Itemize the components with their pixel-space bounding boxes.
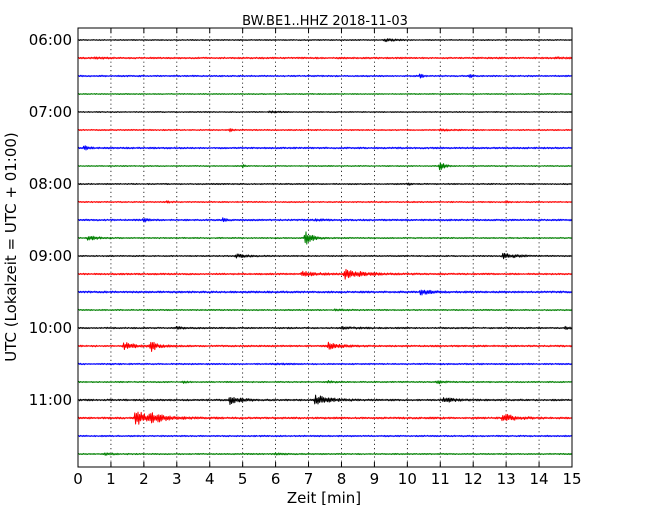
x-tick-label: 3: [172, 470, 182, 488]
y-tick-label: 06:00: [29, 31, 72, 49]
trace-1145: [77, 452, 573, 456]
trace-0830: [77, 217, 573, 223]
trace-1000: [77, 325, 573, 331]
trace-0730: [77, 145, 572, 151]
trace-1045: [77, 380, 572, 385]
trace-1015: [77, 341, 573, 352]
trace-1130: [77, 434, 572, 438]
y-tick-label: 08:00: [29, 175, 72, 193]
trace-0930: [77, 289, 573, 296]
trace-0630: [77, 73, 572, 79]
trace-layer: [77, 38, 573, 456]
trace-1030: [77, 362, 573, 366]
x-tick-label: 12: [464, 470, 483, 488]
chart-title: BW.BE1..HHZ 2018-11-03: [242, 14, 408, 29]
trace-1100: [77, 394, 572, 406]
y-tick-label: 09:00: [29, 247, 72, 265]
x-tick-label: 15: [562, 470, 581, 488]
trace-0600: [77, 38, 572, 43]
x-tick-label: 10: [398, 470, 417, 488]
x-tick-label: 8: [337, 470, 347, 488]
trace-0615: [77, 56, 573, 60]
trace-0915: [77, 268, 573, 280]
trace-0700: [77, 110, 572, 114]
x-tick-label: 14: [530, 470, 549, 488]
x-tick-label: 0: [73, 470, 83, 488]
y-axis-label: UTC (Lokalzeit = UTC + 01:00): [2, 132, 20, 362]
trace-0800: [77, 182, 572, 186]
x-axis-label: Zeit [min]: [287, 489, 361, 507]
grid-layer: [110, 28, 540, 467]
x-tick-label: 13: [497, 470, 516, 488]
x-tick-label: 9: [370, 470, 380, 488]
x-tick-label: 2: [139, 470, 149, 488]
x-tick-label: 4: [205, 470, 215, 488]
trace-0945: [77, 308, 572, 312]
x-tick-label: 6: [271, 470, 281, 488]
axes-layer: 0 1 2 3 4 5 6 7 8 9 10 11 12 13 14 1506:0007:0008:0009:…: [29, 27, 582, 488]
y-tick-label: 07:00: [29, 103, 72, 121]
trace-1115: [77, 411, 572, 425]
trace-0645: [77, 93, 572, 95]
trace-0815: [77, 200, 572, 204]
x-tick-label: 1: [106, 470, 116, 488]
plot-frame: [77, 27, 573, 468]
y-tick-label: 10:00: [29, 319, 72, 337]
y-tick-label: 11:00: [29, 391, 72, 409]
trace-0845: [77, 231, 572, 245]
trace-0745: [77, 162, 572, 171]
x-tick-label: 5: [238, 470, 248, 488]
x-tick-label: 11: [431, 470, 450, 488]
x-tick-label: 7: [304, 470, 314, 488]
trace-0715: [77, 128, 572, 133]
trace-0900: [77, 252, 572, 260]
